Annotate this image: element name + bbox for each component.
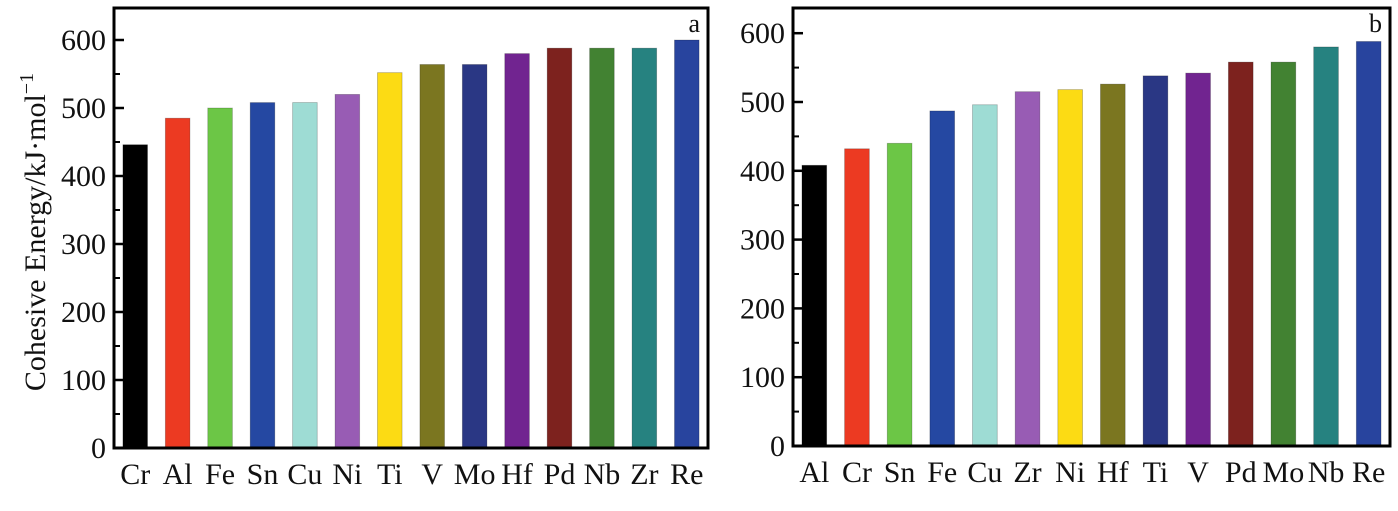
bar-nb [589,47,615,449]
x-tick-label: Zr [1013,456,1041,489]
x-tick-label: Fe [927,456,957,489]
bar-nb [1313,46,1339,447]
y-axis-label-text: Cohesive Energy/kJ·mol [19,94,52,391]
x-tick-label: Fe [205,458,235,491]
x-tick-label: Hf [1097,456,1129,489]
x-tick-label: Hf [501,458,533,491]
y-tick-label: 100 [61,364,106,397]
x-tick-label: Mo [454,458,496,491]
x-tick-label: Ni [1055,456,1085,489]
bar-ti [1142,75,1169,447]
x-tick-label: Sn [884,456,916,489]
y-tick-label: 500 [740,86,785,119]
x-tick-label: Ni [332,458,362,491]
x-tick-label: Al [163,458,193,491]
bar-re [674,39,700,449]
y-axis-label: Cohesive Energy/kJ·mol−1 [16,73,52,391]
y-tick-label: 200 [740,292,785,325]
y-tick-label: 600 [740,17,785,50]
bar-fe [929,110,956,447]
x-tick-label: Al [799,456,829,489]
panel-label: a [688,9,700,38]
bar-pd [546,47,573,449]
bar-v [419,64,445,449]
x-tick-label: Cr [120,458,150,491]
y-tick-label: 0 [770,430,785,463]
bar-mo [1270,61,1297,447]
x-tick-label: Re [1352,456,1385,489]
x-tick-label: Sn [247,458,279,491]
bar-hf [504,53,530,449]
bar-cr [844,148,870,447]
bar-al [801,164,828,447]
x-tick-label: Ti [1143,456,1169,489]
x-tick-label: Nb [584,458,621,491]
plot-frame [791,6,1392,448]
bar-fe [207,107,233,449]
y-tick-label: 300 [61,228,106,261]
x-tick-label: Zr [630,458,658,491]
bar-cu [292,102,318,449]
x-tick-label: V [421,458,443,491]
bar-ni [334,94,361,449]
bar-zr [631,47,658,449]
plot-frame [112,6,710,450]
x-tick-label: Nb [1308,456,1345,489]
y-tick-label: 0 [91,432,106,465]
x-tick-label: Re [670,458,703,491]
bar-mo [461,64,488,449]
y-tick-label: 600 [61,24,106,57]
y-tick-label: 400 [740,155,785,188]
y-tick-label: 100 [740,361,785,394]
bar-cr [122,144,148,449]
bar-al [164,117,191,449]
x-tick-label: V [1187,456,1209,489]
x-tick-label: Cu [287,458,322,491]
bar-cu [972,104,998,447]
x-tick-label: Ti [377,458,403,491]
bar-sn [249,102,276,449]
y-tick-label: 300 [740,224,785,257]
bar-zr [1014,91,1041,447]
y-tick-label: 200 [61,296,106,329]
bar-ti [377,72,403,449]
x-tick-label: Cu [967,456,1002,489]
panel-label: b [1369,9,1382,38]
chart-panel-a: Cr Al Fe Sn Cu Ni Ti V Mo Hf Pd Nb Zr Re 0 100 200 300 400… [61,6,710,491]
bar-hf [1100,83,1126,447]
bar-sn [886,142,913,447]
x-tick-label: Pd [544,458,576,491]
y-tick-label: 500 [61,92,106,125]
bar-re [1355,41,1382,447]
y-axis-label-superscript: −1 [16,73,38,94]
y-tick-label: 400 [61,160,106,193]
x-tick-label: Pd [1225,456,1257,489]
x-tick-label: Cr [842,456,872,489]
bar-pd [1227,61,1254,447]
bar-ni [1057,89,1083,447]
x-tick-label: Mo [1263,456,1305,489]
chart-panel-b: Al Cr Sn Fe Cu Zr Ni Hf Ti V Pd Mo Nb Re 0 100 200 300 400… [740,6,1392,489]
bar-v [1185,72,1211,447]
